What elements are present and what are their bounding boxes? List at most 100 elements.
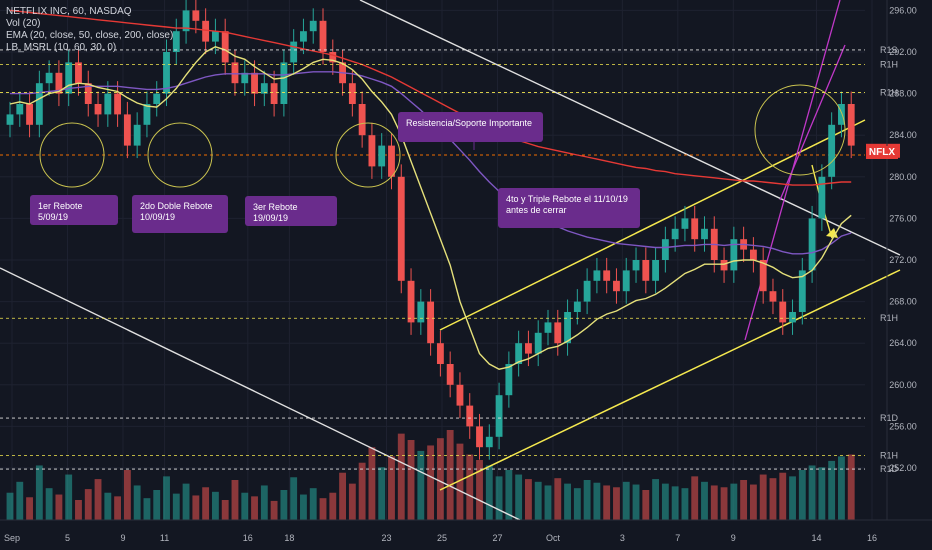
time-axis[interactable]: Sep 5 9 11 16 18 23 25 27 Oct 3 7 9 14 16 <box>0 519 932 543</box>
candle-body <box>691 218 699 240</box>
annotation-second-bounce[interactable]: 2do Doble Rebote 10/09/19 <box>132 195 228 233</box>
candle-body <box>671 228 679 240</box>
candle-body <box>652 260 660 281</box>
candle-body <box>427 301 435 344</box>
volume-bar <box>407 440 415 520</box>
annotation-first-bounce[interactable]: 1er Rebote 5/09/19 <box>30 195 118 225</box>
candle-body <box>348 83 356 104</box>
volume-bar <box>808 465 816 520</box>
y-tick-label: 264.00 <box>889 338 917 348</box>
candle-body <box>319 20 327 52</box>
x-tick-label: 18 <box>284 533 294 543</box>
volume-bar <box>671 486 679 520</box>
volume-bar <box>329 492 337 520</box>
volume-bar <box>427 445 435 520</box>
x-tick-label: Sep <box>4 533 20 543</box>
y-tick-label: 272.00 <box>889 255 917 265</box>
candle-body <box>290 41 298 63</box>
x-tick-label: 9 <box>120 533 125 543</box>
candle-body <box>358 104 366 136</box>
volume-bar <box>358 462 366 520</box>
downtrend-line-lower <box>0 267 521 521</box>
price-axis[interactable]: 252.00 256.00 260.00 264.00 268.00 272.00 276.… <box>886 0 917 520</box>
x-tick-label: 3 <box>620 533 625 543</box>
volume-bar <box>436 438 444 520</box>
indicator-vol[interactable]: Vol (20) <box>6 18 41 29</box>
x-tick-label: Oct <box>546 533 561 543</box>
candle-body <box>260 83 268 94</box>
volume-bar <box>476 460 483 520</box>
volume-bar <box>35 465 43 520</box>
candle-body <box>613 280 620 292</box>
candle-body <box>818 176 826 219</box>
volume-bar <box>749 484 757 520</box>
candle-body <box>446 364 454 385</box>
candle-body <box>300 31 307 42</box>
x-tick-label: 5 <box>65 533 70 543</box>
volume-bar <box>603 485 611 520</box>
volume-bar <box>769 478 777 520</box>
candle-body <box>436 343 444 364</box>
x-tick-label: 7 <box>675 533 680 543</box>
candle-body <box>730 239 738 271</box>
volume-bar <box>241 492 249 520</box>
bounce-circle <box>754 84 846 176</box>
volume-bar <box>192 495 200 520</box>
annotation-resistance-support[interactable]: Resistencia/Soporte Importante <box>398 112 543 142</box>
candle-body <box>828 124 836 177</box>
candle-body <box>466 405 474 427</box>
candle-body <box>75 62 82 84</box>
y-tick-label: 252.00 <box>889 463 917 473</box>
y-tick-label: 284.00 <box>889 130 917 140</box>
volume-bar <box>661 483 669 520</box>
volume-bar <box>231 480 239 520</box>
indicator-lb[interactable]: LB_MSRL (10, 60, 30, 0) <box>6 42 117 53</box>
candle-body <box>769 291 777 302</box>
ema-200-line <box>9 9 852 186</box>
annotation-fourth-bounce[interactable]: 4to y Triple Rebote el 11/10/19 antes de… <box>498 188 640 228</box>
volume-bar <box>309 488 317 520</box>
candle-body <box>163 52 170 94</box>
candle-body <box>525 343 532 354</box>
candle-body <box>720 260 728 271</box>
symbol-price-tag[interactable]: NFLX <box>865 146 898 159</box>
y-tick-label: 276.00 <box>889 213 917 223</box>
volume-bar <box>202 487 210 520</box>
volume-bars <box>6 430 855 520</box>
volume-bar <box>544 485 552 520</box>
candle-body <box>172 31 180 52</box>
volume-bar <box>300 494 307 520</box>
symbol-title[interactable]: NETFLIX INC, 60, NASDAQ <box>6 6 132 17</box>
candle-body <box>798 270 806 312</box>
candle-body <box>280 62 288 104</box>
x-tick-label: 25 <box>437 533 447 543</box>
volume-bar <box>789 476 796 520</box>
volume-bar <box>691 476 699 520</box>
volume-bar <box>368 447 376 520</box>
candle-body <box>241 72 249 84</box>
candle-body <box>202 20 210 42</box>
volume-bar <box>632 484 640 520</box>
annotation-third-bounce[interactable]: 3er Rebote 19/09/19 <box>245 196 337 226</box>
volume-bar <box>114 496 122 520</box>
candle-body <box>84 83 92 104</box>
candle-body <box>114 93 122 115</box>
indicator-ema[interactable]: EMA (20, close, 50, close, 200, close) <box>6 30 174 41</box>
candle-body <box>270 83 278 104</box>
volume-bar <box>397 433 405 520</box>
volume-bar <box>339 472 346 520</box>
volume-bar <box>740 480 748 520</box>
volume-bar <box>818 467 826 520</box>
candle-body <box>749 249 757 260</box>
candle-body <box>378 145 386 167</box>
candle-body <box>701 228 708 240</box>
candle-body <box>808 218 816 271</box>
candle-body <box>759 260 767 292</box>
volume-bar <box>720 487 728 520</box>
candle-body <box>544 322 552 333</box>
volume-bar <box>55 494 63 520</box>
candle-body <box>593 270 601 281</box>
candle-body <box>495 395 503 437</box>
x-tick-label: 16 <box>867 533 877 543</box>
